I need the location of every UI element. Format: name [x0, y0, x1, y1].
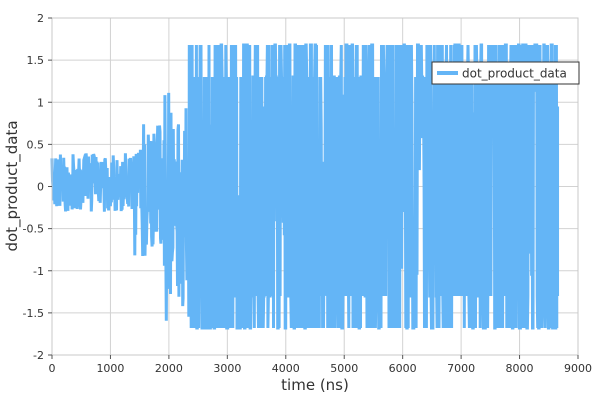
y-tick-label: 0.5 — [27, 138, 45, 151]
legend-box — [431, 61, 580, 85]
legend: dot_product_data — [431, 61, 580, 85]
y-tick-label: -1.5 — [23, 307, 44, 320]
y-tick-label: 2 — [37, 12, 44, 25]
x-tick-label: 8000 — [506, 362, 534, 375]
legend-label: dot_product_data — [462, 67, 567, 81]
x-tick-label: 1000 — [96, 362, 124, 375]
x-axis: 0 1000 2000 3000 4000 5000 6000 7000 8000 9000 — [49, 355, 592, 375]
x-tick-label: 3000 — [213, 362, 241, 375]
x-tick-label: 6000 — [389, 362, 417, 375]
y-axis: -2 -1.5 -1 -0.5 0 0.5 1 1.5 2 — [23, 12, 52, 362]
y-tick-label: 0 — [37, 181, 44, 194]
x-tick-label: 7000 — [447, 362, 475, 375]
x-tick-label: 4000 — [272, 362, 300, 375]
x-tick-label: 2000 — [155, 362, 183, 375]
y-tick-label: -1 — [33, 265, 44, 278]
y-tick-label: -2 — [33, 349, 44, 362]
series-line — [50, 43, 559, 330]
x-tick-label: 5000 — [330, 362, 358, 375]
x-tick-label: 0 — [49, 362, 56, 375]
y-tick-label: 1.5 — [27, 54, 45, 67]
series-layer — [50, 43, 560, 330]
y-tick-label: -0.5 — [23, 223, 44, 236]
y-axis-title: dot_product_data — [3, 120, 22, 251]
x-axis-title: time (ns) — [281, 376, 349, 394]
x-tick-label: 9000 — [564, 362, 592, 375]
y-tick-label: 1 — [37, 96, 44, 109]
